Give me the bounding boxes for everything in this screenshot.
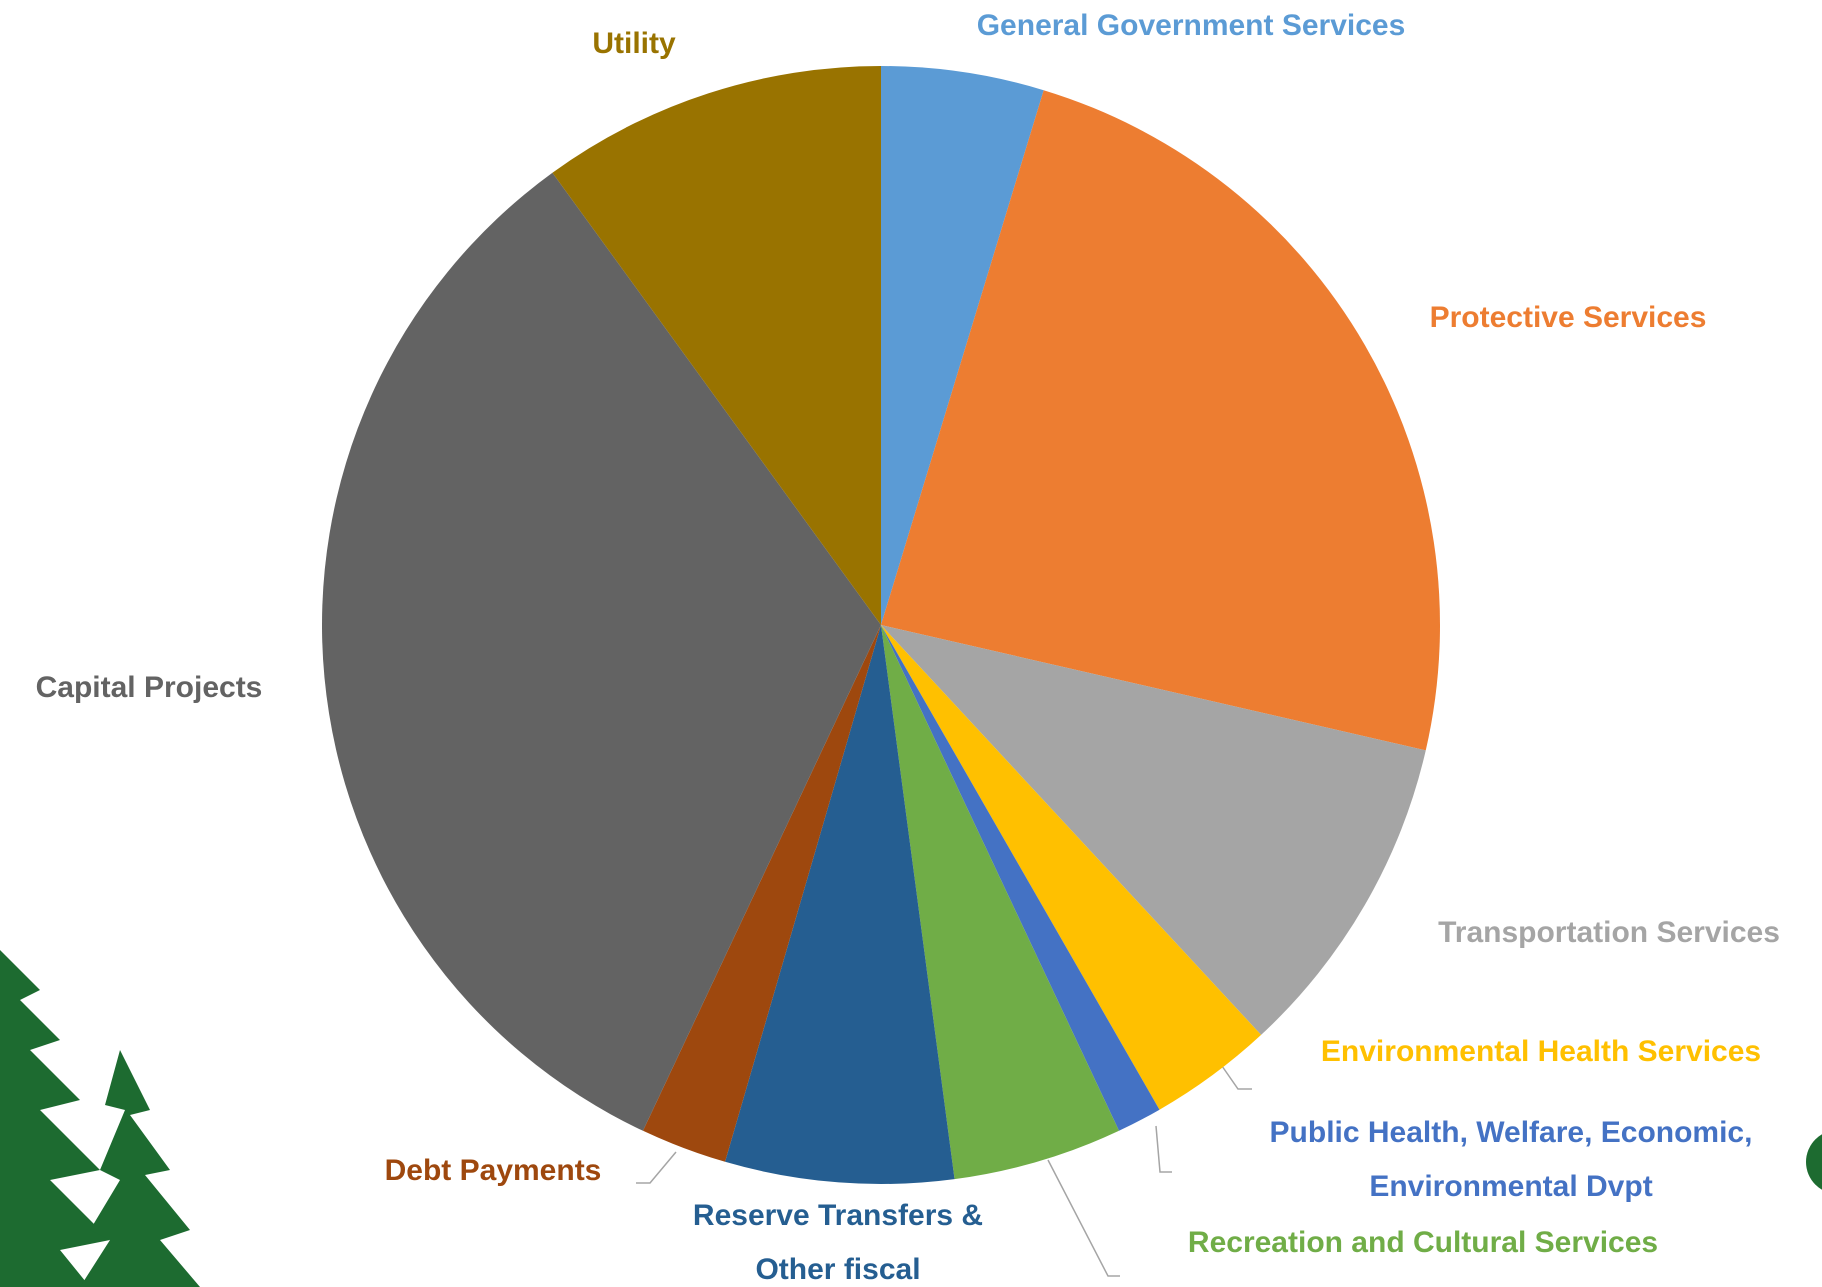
slice-label: Environmental Health Services <box>1320 1035 1762 1068</box>
pie <box>322 66 1440 1184</box>
pie-slice <box>642 625 881 1162</box>
leader-line <box>1155 1125 1172 1173</box>
leader-line <box>636 1151 677 1184</box>
leader-lines <box>636 1065 1252 1277</box>
leader-line <box>1047 1159 1120 1277</box>
slice-label: Recreation and Cultural Services <box>1187 1226 1659 1259</box>
pie-slice <box>881 625 1120 1180</box>
pie-slice <box>725 625 955 1184</box>
slice-label: Public Health, Welfare, Economic, Enviro… <box>1269 1116 1753 1203</box>
pie-slice <box>881 90 1440 751</box>
decoration-trees <box>0 950 200 1287</box>
pie-slice <box>881 625 1262 1110</box>
slice-label: Utility <box>592 27 676 60</box>
slice-label: Protective Services <box>1429 301 1707 334</box>
pie-slice <box>881 625 1426 1035</box>
pie-slice <box>881 66 1044 625</box>
pie-slice <box>322 172 881 1131</box>
slice-label: General Government Services <box>976 9 1406 42</box>
decoration-circle <box>1806 1134 1822 1190</box>
leader-line <box>1221 1065 1252 1090</box>
pie-slice <box>881 625 1160 1131</box>
slice-label: Debt Payments <box>384 1154 602 1187</box>
pie-slice <box>552 66 881 625</box>
slice-label: Reserve Transfers & Other fiscal <box>692 1199 984 1286</box>
slice-label: Capital Projects <box>35 671 263 704</box>
slice-label: Transportation Services <box>1438 916 1780 949</box>
